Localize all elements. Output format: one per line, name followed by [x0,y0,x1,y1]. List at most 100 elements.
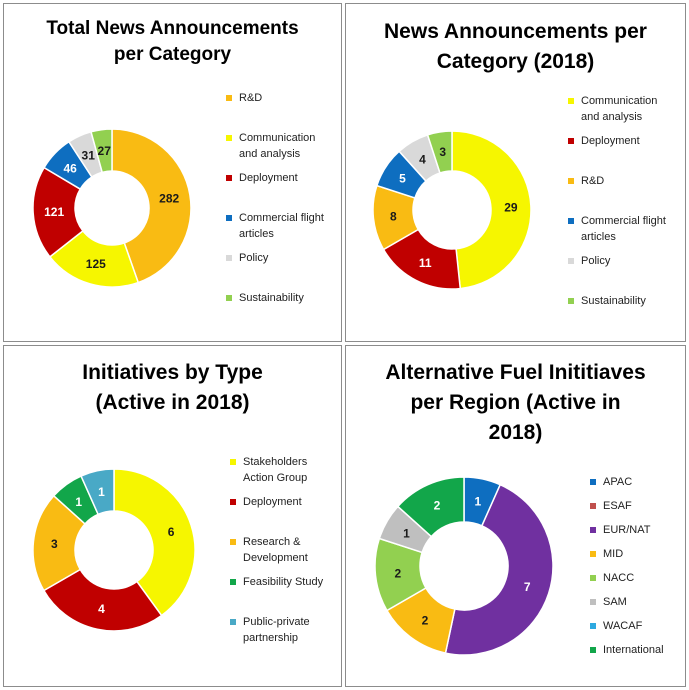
data-label-r-d: 8 [390,210,397,224]
chart-panel-initiatives-type: Initiatives by Type (Active in 2018) 6 4 3… [3,345,342,687]
legend-item-public-private-partnership: Public-private partnership [230,614,340,646]
data-label-feasibility-study: 1 [75,495,82,509]
data-label-international: 2 [434,499,441,513]
chart-panel-news-2018: News Announcements per Category (2018) 2… [345,3,686,342]
chart-legend: Stakeholders Action Group Deployment Resea… [230,454,338,654]
legend-label: APAC [590,474,686,490]
legend-swatch [590,479,596,485]
data-label-nacc: 2 [395,566,402,580]
legend-item-esaf: ESAF [590,498,686,514]
legend-item-stakeholders-action-group: Stakeholders Action Group [230,454,340,486]
data-label-apac: 1 [474,494,481,508]
chart-legend: APAC ESAF EUR/NAT MID NACC SAM WACAF Internatio… [590,474,685,674]
legend-label: Policy [226,250,336,266]
chart-title-line: 2018) [346,418,685,448]
legend-swatch [568,98,574,104]
legend-label: R&D [226,90,336,106]
legend-item-communication-and-analysis: Communication and analysis [568,93,678,125]
data-label-sustainability: 27 [98,144,112,158]
donut-chart: 29 11 8 543 [372,130,532,290]
legend-swatch [226,255,232,261]
chart-title-line: Initiatives by Type [4,358,341,388]
legend-swatch [590,647,596,653]
data-label-communication-and-analysis: 125 [86,257,106,271]
legend-label: SAM [590,594,686,610]
legend-label: International [590,642,686,658]
legend-swatch [568,178,574,184]
legend-label: Commercial flight articles [226,210,336,242]
donut-chart: 282 125 121 46 31 27 [32,128,192,288]
legend-label: Deployment [230,494,340,510]
data-label-mid: 2 [422,613,429,627]
legend-swatch [226,135,232,141]
legend-item-deployment: Deployment [568,133,678,149]
legend-item-sam: SAM [590,594,686,610]
legend-swatch [590,527,596,533]
legend-swatch [590,551,596,557]
legend-item-apac: APAC [590,474,686,490]
legend-item-sustainability: Sustainability [568,293,678,309]
chart-title-line: Alternative Fuel Inititiaves [346,358,685,388]
data-label-policy: 31 [82,149,96,163]
legend-swatch [590,575,596,581]
data-label-sustainability: 3 [439,145,446,159]
data-label-eur-nat: 7 [524,580,531,594]
legend-item-policy: Policy [226,250,336,266]
legend-item-r-d: R&D [568,173,678,189]
legend-swatch [590,599,596,605]
legend-swatch [230,539,236,545]
chart-title-line: per Region (Active in [346,388,685,418]
chart-title: Initiatives by Type (Active in 2018) [4,358,341,418]
legend-item-commercial-flight-articles: Commercial flight articles [226,210,336,242]
legend-item-communication-and-analysis: Communication and analysis [226,130,336,162]
legend-swatch [568,258,574,264]
legend-label: ESAF [590,498,686,514]
chart-title-line: (Active in 2018) [4,388,341,418]
data-label-commercial-flight-articles: 5 [399,171,406,185]
chart-title: Alternative Fuel Inititiaves per Region … [346,358,685,448]
data-label-research-development: 3 [51,537,58,551]
legend-label: Deployment [226,170,336,186]
data-label-public-private-partnership: 1 [98,485,105,499]
legend-label: Feasibility Study [230,574,340,590]
legend-label: Commercial flight articles [568,213,678,245]
data-label-communication-and-analysis: 29 [504,200,518,214]
legend-item-commercial-flight-articles: Commercial flight articles [568,213,678,245]
legend-item-r-d: R&D [226,90,336,106]
chart-title-line: Total News Announcements [4,16,341,42]
data-label-sam: 1 [403,526,410,540]
donut-slice-communication-and-analysis [452,131,531,289]
legend-label: Sustainability [226,290,336,306]
legend-label: Research & Development [230,534,340,566]
data-label-r-d: 282 [159,192,179,206]
legend-item-policy: Policy [568,253,678,269]
legend-label: Sustainability [568,293,678,309]
legend-item-wacaf: WACAF [590,618,686,634]
legend-item-international: International [590,642,686,658]
data-label-deployment: 11 [419,256,432,270]
legend-swatch [226,95,232,101]
legend-label: WACAF [590,618,686,634]
chart-title-line: News Announcements per [346,17,685,47]
data-label-deployment: 4 [98,602,105,616]
chart-title-line: per Category [4,42,341,68]
chart-title-line: Category (2018) [346,47,685,77]
legend-swatch [568,138,574,144]
legend-label: NACC [590,570,686,586]
chart-title: Total News Announcements per Category [4,16,341,68]
legend-label: Communication and analysis [226,130,336,162]
legend-item-nacc: NACC [590,570,686,586]
legend-label: Communication and analysis [568,93,678,125]
legend-item-deployment: Deployment [230,494,340,510]
data-label-policy: 4 [419,152,426,166]
legend-label: Deployment [568,133,678,149]
legend-label: Stakeholders Action Group [230,454,340,486]
data-label-commercial-flight-articles: 46 [64,161,78,175]
legend-label: R&D [568,173,678,189]
donut-chart: 6 4 3 1 1 [32,468,196,632]
donut-chart: 1 7 2 2 1 2 [374,476,554,656]
legend-item-feasibility-study: Feasibility Study [230,574,340,590]
legend-swatch [230,459,236,465]
chart-legend: Communication and analysis Deployment R&D C… [568,93,682,323]
chart-panel-total-news: Total News Announcements per Category 28… [3,3,342,342]
